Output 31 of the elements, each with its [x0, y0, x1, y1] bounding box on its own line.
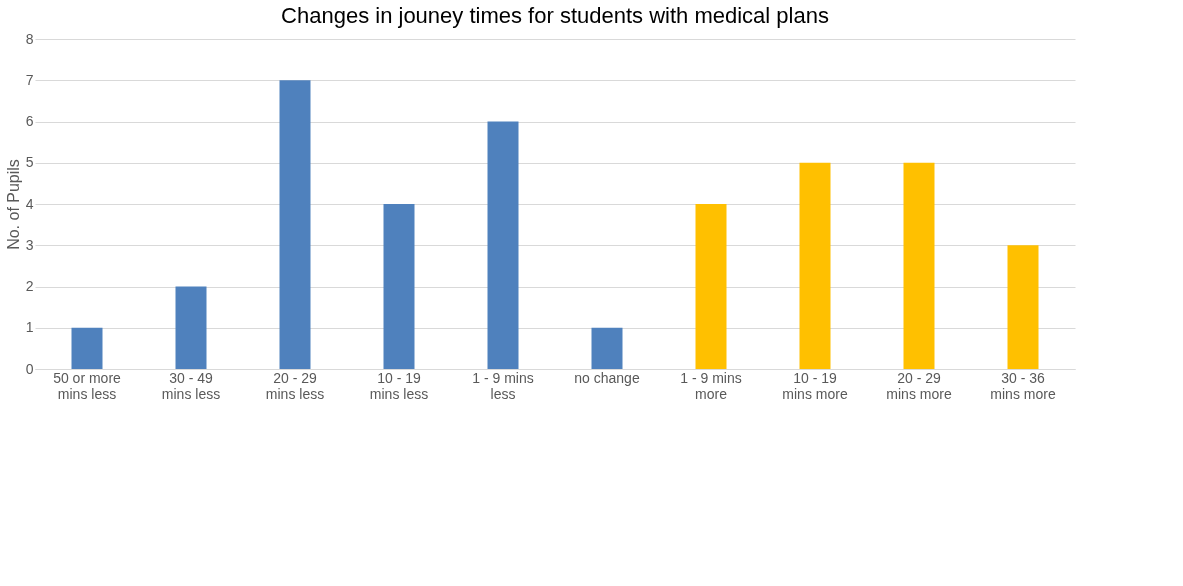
- bar: [591, 327, 623, 369]
- x-tick-label: 1 - 9 mins less: [472, 369, 534, 402]
- y-axis-title: No. of Pupils: [4, 159, 22, 250]
- x-tick-label: 50 or more mins less: [53, 369, 122, 402]
- bar: [799, 162, 831, 369]
- x-tick-label: 30 - 36 mins more: [990, 369, 1056, 402]
- bar: [903, 162, 935, 369]
- y-tick-label: 8: [25, 30, 34, 47]
- x-tick-label: 30 - 49 mins less: [161, 369, 221, 402]
- y-tick-label: 1: [25, 319, 34, 336]
- y-tick-label: 2: [25, 278, 34, 294]
- bar: [695, 204, 727, 369]
- y-tick-label: 5: [25, 154, 34, 171]
- x-tick-label: no change: [574, 369, 640, 386]
- chart-title: Changes in jouney times for students with medical plans: [281, 3, 829, 28]
- bar: [175, 286, 207, 369]
- bar: [279, 80, 311, 369]
- x-tick-label: 1 - 9 mins more: [680, 369, 742, 402]
- bar: [1007, 245, 1039, 369]
- x-tick-label: 10 - 19 mins less: [369, 369, 429, 402]
- y-tick-label: 0: [25, 360, 34, 377]
- bar: [71, 327, 103, 369]
- y-tick-label: 3: [25, 236, 34, 253]
- bar: [487, 121, 519, 369]
- y-tick-label: 7: [25, 71, 34, 88]
- x-tick-label: 10 - 19 mins more: [782, 369, 848, 402]
- x-tick-label: 20 - 29 mins more: [886, 369, 952, 402]
- x-tick-label: 20 - 29 mins less: [265, 369, 325, 402]
- y-tick-label: 6: [25, 113, 34, 129]
- bar: [383, 204, 415, 369]
- y-tick-label: 4: [25, 195, 34, 212]
